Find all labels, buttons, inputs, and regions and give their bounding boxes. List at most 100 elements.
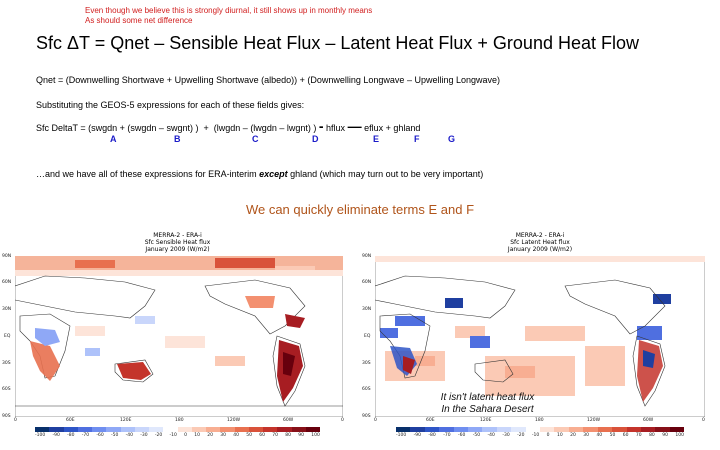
- slide-title: Sfc ΔT = Qnet – Sensible Heat Flux – Lat…: [36, 33, 639, 53]
- colorbar-tick: 20: [570, 433, 576, 438]
- latent-heat-flux-map-panel: MERRA-2 - ERA-i Sfc Latent Heat flux Jan…: [360, 230, 720, 450]
- minus-sign: —: [347, 118, 362, 134]
- colorbar-tick: -50: [472, 433, 481, 438]
- lon-label: 60W: [283, 418, 294, 423]
- map-title-line-1: MERRA-2 - ERA-i: [515, 232, 565, 239]
- colorbar-tick: -80: [428, 433, 436, 438]
- colorbar-tick: -30: [502, 433, 510, 438]
- substitution-text: Substituting the GEOS-5 expressions for …: [36, 100, 305, 110]
- colorbar-tick: -70: [443, 433, 451, 438]
- colorbar-tick: -60: [457, 433, 466, 438]
- lat-label: 30N: [362, 307, 372, 312]
- colorbar-swatch: [206, 427, 221, 432]
- plus-sign: +: [385, 123, 391, 133]
- colorbar-tick: 60: [622, 433, 629, 438]
- plus-sign: +: [119, 123, 125, 133]
- map-title-line-3: January 2009 (W/m2): [145, 246, 210, 253]
- subheading: We can quickly eliminate terms E and F: [245, 202, 475, 217]
- lat-label: 30N: [2, 307, 12, 312]
- sensible-heat-flux-map: [15, 256, 343, 417]
- term-c: (lwgdn: [213, 123, 241, 133]
- colorbar-swatch: [63, 427, 78, 432]
- colorbar-tick: 70: [635, 433, 642, 438]
- colorbar-tick: 20: [207, 433, 213, 438]
- term-d: (lwgdn – lwgnt) ): [250, 123, 317, 133]
- colorbar-swatch: [511, 427, 526, 432]
- colorbar-swatch: [640, 427, 656, 432]
- colorbar-swatch: [597, 427, 613, 432]
- map-title: MERRA-2 - ERA-i Sfc Latent Heat flux Jan…: [360, 232, 720, 253]
- colorbar-tick: 80: [285, 433, 291, 438]
- note-line-1: Even though we believe this is strongly …: [85, 6, 373, 15]
- colorbar-tick: -40: [487, 433, 495, 438]
- term-g: ghland: [393, 123, 421, 133]
- colorbar-tick: -80: [67, 433, 75, 438]
- colorbar-tick: -100: [396, 433, 407, 438]
- colorbar-swatch: [496, 427, 512, 432]
- map-title-line-3: January 2009 (W/m2): [507, 246, 573, 253]
- lat-label: 60N: [2, 280, 12, 285]
- annotation-line-1: It isn't latent heat flux: [440, 392, 535, 403]
- term-b: (swgdn – swgnt) ): [127, 123, 199, 133]
- colorbar-swatch: [49, 427, 64, 432]
- colorbar-swatch: [220, 427, 235, 432]
- lon-label: 60E: [426, 418, 435, 423]
- colorbar-tick: 60: [259, 433, 265, 438]
- colorbar-swatch: [35, 427, 50, 432]
- era-text-before: …and we have all of these expressions fo…: [36, 169, 260, 179]
- lat-label: 90N: [2, 254, 12, 259]
- lat-label: EQ: [364, 334, 371, 339]
- colorbar-swatch: [468, 427, 483, 432]
- colorbar-tick: 70: [272, 433, 278, 438]
- colorbar-tick: -30: [140, 433, 148, 438]
- colorbar-swatch: [191, 427, 206, 432]
- colorbar-swatch: [439, 427, 454, 432]
- minus-sign: -: [318, 118, 324, 134]
- lon-label: 120E: [120, 418, 132, 423]
- lon-label: 120W: [227, 418, 241, 423]
- colorbar-swatch: [612, 427, 627, 432]
- colorbar-tick: 100: [675, 433, 684, 438]
- colorbar-tick: -70: [81, 433, 90, 438]
- colorbar-swatch: [482, 427, 497, 432]
- colorbar-swatch: [626, 427, 641, 432]
- label-f: F: [414, 134, 420, 144]
- colorbar-swatch: [234, 427, 249, 432]
- colorbar-swatch: [77, 427, 92, 432]
- colorbar-tick: 10: [556, 433, 563, 438]
- lat-label: 60S: [362, 387, 371, 392]
- lat-label: 90N: [362, 254, 372, 259]
- colorbar-tick: 50: [246, 433, 252, 438]
- colorbar-swatch: [396, 427, 411, 432]
- lon-label: 120E: [480, 418, 492, 423]
- era-text-after: ghland (which may turn out to be very im…: [287, 169, 484, 179]
- colorbar-swatch: [305, 427, 320, 432]
- colorbar-tick: -20: [154, 433, 163, 438]
- lon-label: 60E: [66, 418, 75, 423]
- lon-label: 0: [702, 418, 705, 423]
- lat-label: 30S: [362, 361, 371, 366]
- lon-label: 120W: [587, 418, 601, 423]
- colorbar-tick: 100: [311, 433, 320, 438]
- era-text-emphasis: except: [259, 169, 288, 179]
- lon-label: 60W: [643, 418, 654, 423]
- colorbar-tick: 90: [662, 433, 668, 438]
- lon-label: 180: [175, 418, 184, 423]
- era-interim-text: …and we have all of these expressions fo…: [36, 169, 483, 179]
- colorbar-tick: 10: [194, 433, 200, 438]
- colorbar-tick: 40: [233, 433, 239, 438]
- colorbar-ticks: -100 -90 -80 -70 -60 -50 -40 -30 -20 -10…: [396, 433, 684, 438]
- colorbar-swatch: [106, 427, 121, 432]
- term-f: eflux: [364, 123, 384, 133]
- colorbar-tick: 40: [596, 433, 603, 438]
- colorbar-swatch: [554, 427, 569, 432]
- lon-label: 0: [374, 418, 377, 423]
- colorbar-swatch: [177, 427, 192, 432]
- lat-label: 30S: [2, 361, 11, 366]
- colorbar: [396, 427, 685, 432]
- colorbar-swatch: [92, 427, 107, 432]
- label-c: C: [252, 134, 259, 144]
- colorbar-swatch: [134, 427, 149, 432]
- lon-label: 180: [535, 418, 544, 423]
- lon-label: 0: [341, 418, 344, 423]
